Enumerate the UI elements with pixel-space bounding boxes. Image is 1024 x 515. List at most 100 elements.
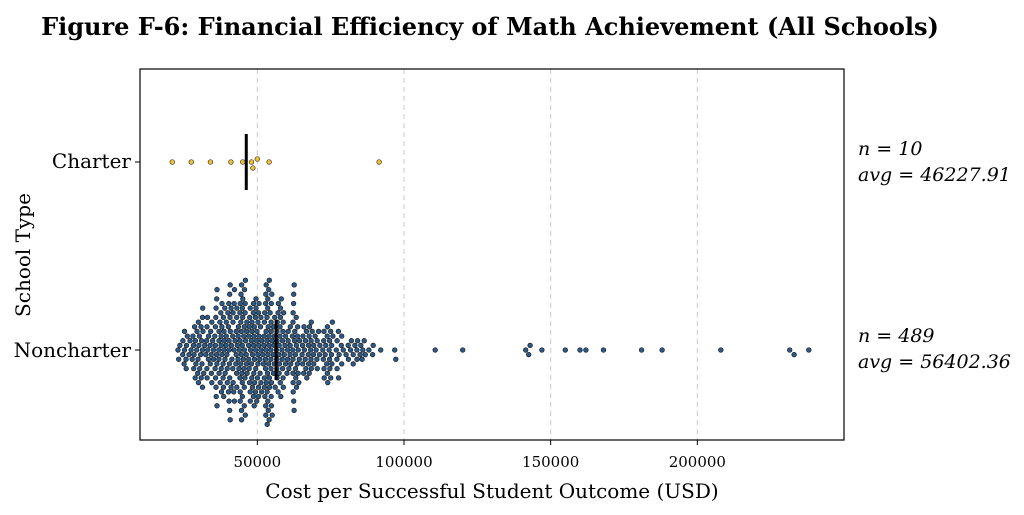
noncharter-point	[293, 314, 299, 321]
noncharter-point	[294, 361, 301, 367]
noncharter-point	[266, 277, 272, 283]
noncharter-point	[329, 319, 336, 325]
noncharter-point	[253, 305, 259, 311]
noncharter-point	[198, 338, 205, 344]
noncharter-point	[251, 356, 258, 362]
noncharter-point	[302, 338, 309, 344]
noncharter-point	[220, 314, 227, 321]
noncharter-point	[278, 296, 284, 302]
noncharter-point	[213, 393, 219, 400]
noncharter-point	[324, 324, 331, 330]
noncharter-point	[264, 338, 270, 344]
noncharter-point	[294, 324, 301, 330]
noncharter-point	[320, 356, 326, 362]
noncharter-point	[265, 305, 271, 311]
noncharter-point	[600, 347, 607, 353]
noncharter-point	[277, 314, 284, 321]
noncharter-point	[208, 351, 214, 358]
noncharter-point	[247, 314, 253, 321]
noncharter-point	[238, 417, 245, 423]
noncharter-point	[227, 282, 233, 288]
noncharter-point	[195, 370, 201, 376]
noncharter-point	[190, 342, 197, 349]
noncharter-point	[227, 407, 233, 414]
noncharter-point	[218, 342, 224, 349]
noncharter-point	[250, 342, 257, 349]
noncharter-point	[263, 328, 269, 335]
noncharter-point	[370, 342, 376, 349]
noncharter-point	[253, 365, 259, 372]
noncharter-point	[241, 324, 247, 330]
noncharter-point	[339, 361, 345, 367]
charter-point	[228, 159, 234, 165]
noncharter-point	[354, 347, 360, 353]
noncharter-point	[255, 361, 261, 367]
noncharter-point	[235, 324, 242, 330]
noncharter-point	[214, 403, 220, 409]
noncharter-point	[309, 328, 315, 335]
noncharter-point	[242, 375, 248, 381]
noncharter-point	[227, 291, 233, 297]
noncharter-point	[261, 319, 268, 325]
noncharter-point	[213, 384, 219, 390]
noncharter-point	[290, 300, 297, 307]
noncharter-point	[219, 324, 225, 330]
noncharter-point	[432, 347, 438, 353]
noncharter-point	[249, 384, 256, 390]
noncharter-point	[293, 375, 299, 381]
noncharter-point	[291, 291, 297, 297]
noncharter-point	[240, 314, 246, 321]
noncharter-point	[254, 375, 261, 381]
noncharter-point	[251, 333, 257, 339]
noncharter-point	[659, 347, 665, 353]
noncharter-point	[216, 347, 222, 353]
noncharter-point	[195, 319, 202, 325]
noncharter-point	[278, 393, 284, 400]
noncharter-point	[291, 407, 297, 414]
noncharter-point	[197, 365, 203, 372]
noncharter-point	[242, 277, 249, 283]
noncharter-point	[203, 338, 210, 344]
noncharter-point	[369, 351, 376, 358]
noncharter-point	[238, 328, 244, 335]
noncharter-point	[247, 347, 254, 353]
noncharter-point	[345, 356, 352, 362]
noncharter-point	[296, 338, 303, 344]
noncharter-point	[357, 351, 363, 358]
noncharter-point	[302, 356, 308, 362]
noncharter-point	[233, 370, 240, 376]
noncharter-point	[258, 347, 264, 353]
noncharter-point	[228, 305, 234, 311]
noncharter-point	[308, 338, 314, 344]
noncharter-point	[202, 342, 208, 349]
noncharter-point	[183, 356, 189, 362]
noncharter-point	[268, 393, 274, 400]
noncharter-point	[300, 361, 306, 367]
noncharter-point	[234, 305, 240, 311]
noncharter-point	[787, 347, 793, 353]
noncharter-point	[322, 351, 328, 358]
noncharter-point	[226, 300, 232, 307]
noncharter-point	[218, 310, 224, 316]
noncharter-point	[335, 375, 342, 381]
charter-point	[266, 159, 272, 165]
noncharter-point	[296, 379, 302, 386]
noncharter-point	[252, 389, 259, 395]
noncharter-point	[192, 375, 198, 381]
noncharter-point	[327, 365, 333, 372]
noncharter-point	[180, 338, 186, 344]
noncharter-point	[209, 379, 215, 386]
noncharter-point	[334, 356, 340, 362]
noncharter-point	[250, 300, 257, 307]
noncharter-point	[256, 342, 262, 349]
noncharter-point	[323, 342, 329, 349]
noncharter-point	[226, 338, 232, 344]
noncharter-point	[238, 282, 245, 288]
noncharter-point	[226, 347, 232, 353]
noncharter-point	[317, 342, 323, 349]
noncharter-point	[251, 379, 258, 386]
noncharter-point	[239, 305, 246, 311]
noncharter-point	[328, 351, 335, 358]
noncharter-point	[204, 375, 210, 381]
noncharter-point	[460, 347, 466, 353]
